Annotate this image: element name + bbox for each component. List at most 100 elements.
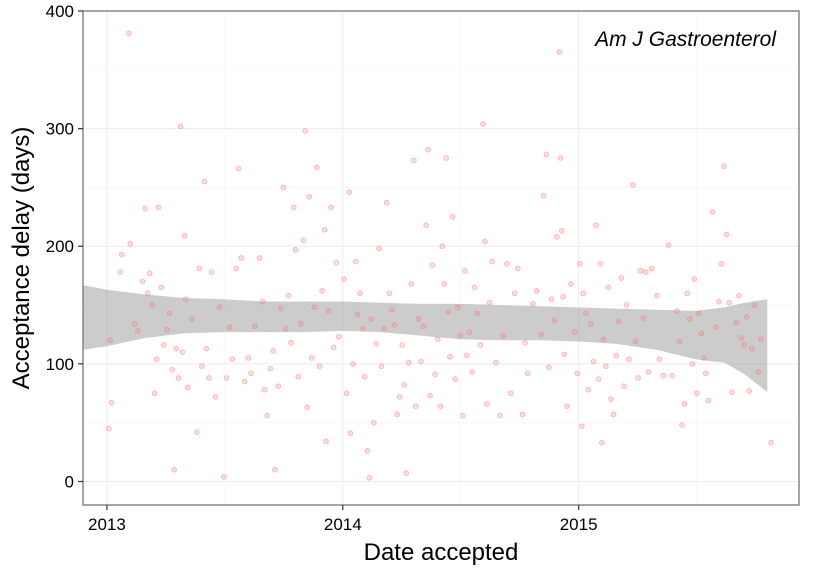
data-point (557, 155, 564, 161)
data-point (462, 268, 468, 274)
data-point (341, 276, 347, 283)
data-point (560, 293, 566, 300)
data-point (311, 304, 318, 311)
data-point (203, 345, 210, 352)
data-point (158, 284, 165, 291)
data-point (127, 241, 134, 247)
data-point (556, 49, 563, 56)
data-point (540, 192, 547, 199)
data-point (325, 308, 332, 314)
data-point (364, 448, 371, 454)
data-point (568, 281, 574, 287)
data-point (684, 290, 691, 297)
data-point (425, 146, 431, 153)
data-point (270, 348, 276, 354)
data-point (721, 163, 727, 170)
data-point (420, 323, 427, 330)
data-point (181, 232, 188, 239)
data-point (352, 258, 359, 265)
data-point (529, 301, 536, 307)
data-point (602, 363, 609, 370)
data-point (630, 182, 636, 188)
data-point (199, 363, 205, 370)
smooth-ribbon (83, 285, 768, 393)
data-point (463, 352, 470, 359)
data-point (223, 375, 230, 381)
data-point (394, 411, 400, 418)
data-point (474, 310, 481, 317)
data-point (376, 245, 382, 252)
data-point (292, 246, 299, 253)
data-point (449, 213, 456, 220)
data-point (489, 258, 495, 265)
data-point (445, 309, 451, 315)
data-point (553, 233, 560, 240)
data-point (698, 330, 705, 337)
data-point (571, 329, 578, 335)
data-point (439, 243, 446, 250)
data-point (653, 292, 660, 299)
data-point (319, 288, 325, 294)
data-point (599, 439, 605, 446)
data-point (212, 393, 219, 400)
data-point (546, 364, 552, 371)
data-point (716, 298, 722, 305)
data-point (412, 403, 419, 410)
data-point (457, 332, 464, 339)
data-point (665, 242, 672, 248)
data-point (477, 342, 484, 348)
data-point (579, 423, 585, 430)
data-point (415, 316, 422, 323)
data-point (182, 296, 189, 303)
data-point (259, 298, 266, 305)
data-point (346, 189, 353, 195)
data-point (709, 209, 716, 215)
data-point (597, 261, 604, 267)
data-point (701, 355, 707, 361)
data-point (328, 204, 334, 211)
data-point (524, 370, 531, 377)
data-point (758, 336, 764, 343)
data-point (454, 304, 461, 311)
data-point (330, 344, 337, 351)
grid-lines (83, 10, 799, 505)
data-point (681, 400, 688, 407)
data-point (466, 329, 473, 335)
data-point (408, 281, 415, 287)
data-point (206, 375, 212, 381)
data-point (142, 205, 148, 212)
data-point (741, 342, 747, 348)
data-point (694, 390, 700, 397)
data-point (507, 390, 514, 397)
data-point (171, 466, 177, 473)
confidence-ribbon (83, 285, 768, 393)
panel-background (83, 11, 799, 505)
data-point (686, 316, 693, 323)
data-point (718, 261, 725, 267)
data-point (500, 332, 506, 339)
data-point (131, 321, 138, 327)
data-point (149, 302, 155, 308)
data-point (153, 356, 160, 363)
data-point (389, 306, 395, 313)
data-point (396, 393, 403, 400)
data-point (285, 292, 292, 299)
data-point (443, 155, 450, 161)
data-point (261, 386, 268, 393)
data-point (350, 361, 356, 367)
data-point (755, 369, 762, 375)
y-axis-label: Acceptance delay (days) (8, 127, 35, 390)
data-point (590, 358, 597, 365)
data-point (533, 288, 540, 294)
data-point (768, 439, 775, 446)
data-point (691, 276, 698, 283)
data-point (548, 296, 555, 303)
data-point (669, 372, 676, 379)
data-point (314, 164, 320, 171)
data-point (411, 157, 417, 164)
data-point (574, 370, 581, 377)
data-point (290, 204, 297, 211)
data-point (642, 269, 649, 275)
data-point (511, 290, 518, 297)
